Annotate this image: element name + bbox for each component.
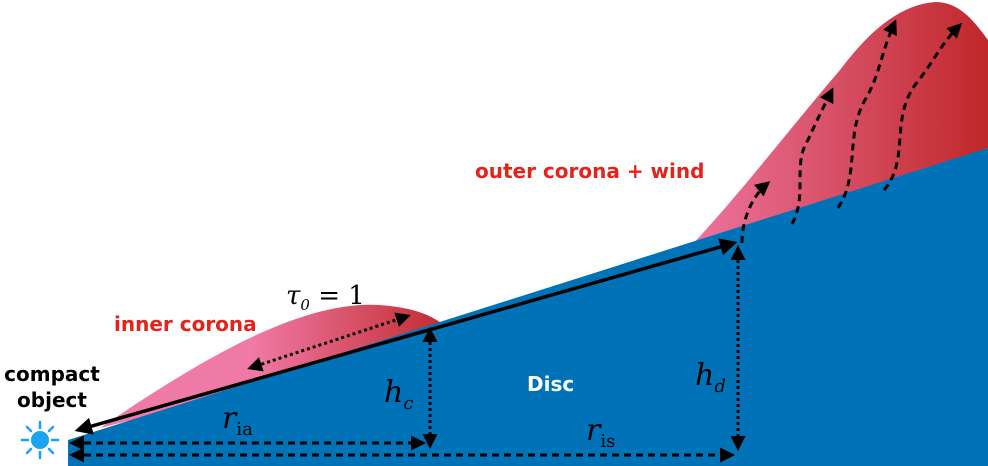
outer-corona-label: outer corona + wind: [475, 159, 704, 183]
tau-optical-depth-arrow: [247, 312, 411, 372]
r-is-label: ris: [586, 413, 615, 452]
outer-corona-region: [665, 2, 988, 272]
compact-object-label-line1: compact: [4, 362, 100, 386]
r-ia-label: ria: [222, 401, 253, 440]
wind-streamline-1: [740, 181, 771, 244]
h-d-label: hd: [695, 358, 726, 397]
disc-label: Disc: [527, 372, 574, 396]
tau-label: τ0 = 1: [286, 281, 365, 314]
compact-object-label-line2: object: [17, 388, 87, 412]
wind-streamline-4: [882, 22, 963, 191]
wind-streamline-3: [836, 19, 897, 209]
wind-streamline-2: [790, 87, 834, 225]
h-c-label: hc: [384, 375, 413, 414]
inner-corona-label: inner corona: [114, 312, 257, 336]
sun-icon: [20, 420, 60, 460]
disc-region: [68, 148, 988, 466]
